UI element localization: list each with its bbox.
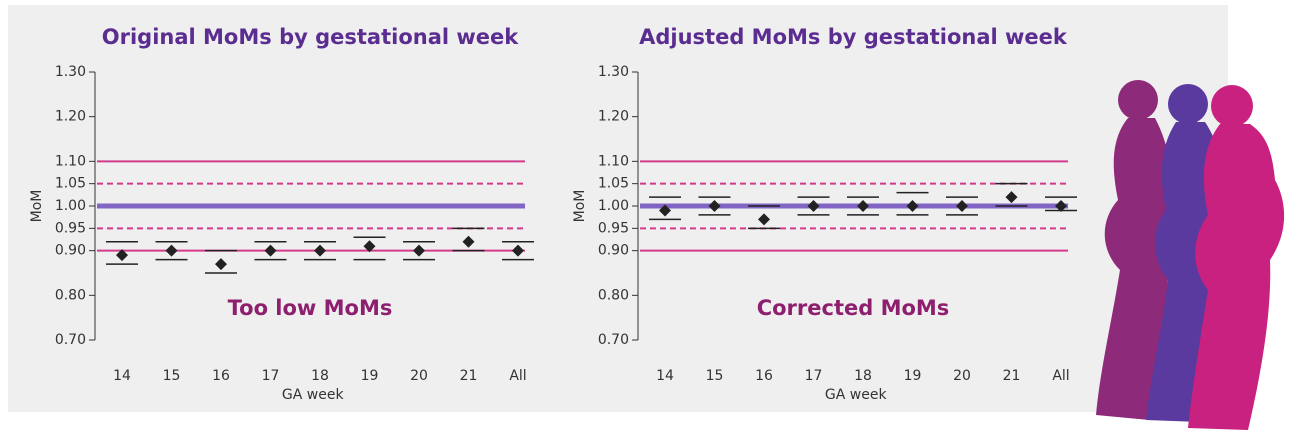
y-tick-label: 0.70 (55, 332, 86, 348)
x-tick-label: All (1052, 368, 1069, 384)
annotation: Corrected MoMs (757, 296, 950, 320)
x-tick-label: 14 (656, 368, 674, 384)
x-tick-label: 18 (311, 368, 329, 384)
y-tick-label: 1.05 (55, 176, 86, 192)
page: {"chart_data": [ {"type": "errorbar", "t… (0, 0, 1304, 436)
x-tick-label: 14 (113, 368, 131, 384)
silhouettes (1096, 80, 1284, 430)
x-tick-label: 17 (262, 368, 280, 384)
y-tick-label: 1.10 (598, 153, 629, 169)
y-axis-label: MoM (29, 190, 45, 223)
x-tick-label: 19 (361, 368, 379, 384)
x-tick-label: 18 (854, 368, 872, 384)
x-tick-label: 19 (904, 368, 922, 384)
y-tick-label: 0.95 (598, 220, 629, 236)
x-tick-label: 21 (460, 368, 478, 384)
y-tick-label: 1.10 (55, 153, 86, 169)
y-tick-label: 1.20 (598, 109, 629, 125)
x-axis-label: GA week (282, 387, 345, 403)
x-tick-label: 17 (805, 368, 823, 384)
x-tick-label: All (509, 368, 526, 384)
x-tick-label: 20 (953, 368, 971, 384)
y-tick-label: 0.90 (55, 243, 86, 259)
y-tick-label: 1.00 (598, 198, 629, 214)
x-tick-label: 21 (1003, 368, 1021, 384)
x-tick-label: 16 (212, 368, 230, 384)
y-tick-label: 1.20 (55, 109, 86, 125)
x-tick-label: 15 (163, 368, 181, 384)
x-tick-label: 16 (755, 368, 773, 384)
y-tick-label: 0.70 (598, 332, 629, 348)
y-tick-label: 1.30 (598, 64, 629, 80)
x-axis-label: GA week (825, 387, 888, 403)
y-tick-label: 1.05 (598, 176, 629, 192)
chart-title: Adjusted MoMs by gestational week (639, 25, 1068, 49)
y-tick-label: 0.80 (55, 287, 86, 303)
chart-title: Original MoMs by gestational week (102, 25, 519, 49)
y-tick-label: 0.80 (598, 287, 629, 303)
y-tick-label: 0.95 (55, 220, 86, 236)
y-tick-label: 1.00 (55, 198, 86, 214)
y-tick-label: 1.30 (55, 64, 86, 80)
annotation: Too low MoMs (228, 296, 393, 320)
y-axis-label: MoM (572, 190, 588, 223)
x-tick-label: 15 (706, 368, 724, 384)
figure: Original MoMs by gestational week 0.70 0.8… (0, 0, 1304, 436)
y-tick-label: 0.90 (598, 243, 629, 259)
x-tick-label: 20 (410, 368, 428, 384)
